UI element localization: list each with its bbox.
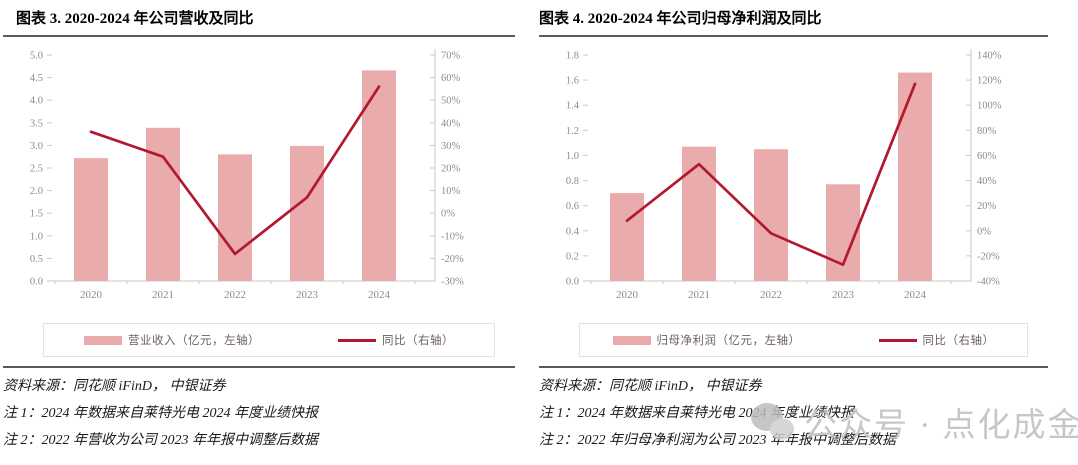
svg-text:-40%: -40% — [977, 277, 1000, 288]
bar-swatch-icon — [84, 335, 122, 345]
svg-text:20%: 20% — [977, 201, 997, 212]
svg-text:0.0: 0.0 — [566, 277, 579, 288]
note-line-1: 注 1：2024 年数据来自莱特光电 2024 年度业绩快报 — [539, 406, 854, 421]
bar-swatch-icon — [612, 335, 651, 345]
svg-text:1.0: 1.0 — [566, 151, 579, 162]
svg-text:2023: 2023 — [296, 289, 319, 301]
svg-text:30%: 30% — [441, 141, 461, 152]
net-profit-chart-legend: 归母净利润（亿元，左轴） 同比（右轴） — [579, 323, 1028, 357]
svg-text:1.2: 1.2 — [566, 126, 579, 137]
svg-text:2021: 2021 — [152, 289, 174, 301]
svg-text:1.0: 1.0 — [30, 231, 43, 242]
line-swatch-icon — [878, 338, 917, 342]
figure-bottom-rule — [539, 366, 1048, 368]
note-line-2: 注 2：2022 年归母净利润为公司 2023 年年报中调整后数据 — [539, 433, 896, 448]
svg-text:1.5: 1.5 — [30, 209, 43, 220]
svg-text:0%: 0% — [977, 226, 991, 237]
svg-text:2022: 2022 — [760, 289, 782, 301]
svg-text:0.5: 0.5 — [30, 254, 43, 265]
svg-text:120%: 120% — [977, 76, 1002, 87]
legend-label: 同比（右轴） — [382, 335, 454, 347]
svg-text:70%: 70% — [441, 51, 461, 62]
net-profit-bar-line-chart: 0.0 0.2 0.4 0.6 0.8 1.0 1.2 1.4 1.6 1.8 -40% -20% 0%… — [566, 49, 1002, 301]
source-line: 资料来源：同花顺 iFinD， 中银证券 — [3, 379, 226, 394]
svg-text:-20%: -20% — [977, 251, 1000, 262]
revenue-figure-panel: 图表 3. 2020-2024 年公司营收及同比 0.0 0.5 1.0 1.5 2.0… — [3, 8, 515, 454]
svg-text:4.5: 4.5 — [30, 73, 43, 84]
legend-item-yoy-line: 同比（右轴） — [338, 332, 454, 348]
svg-text:1.6: 1.6 — [566, 76, 579, 87]
line-swatch-icon — [338, 338, 376, 342]
svg-text:1.4: 1.4 — [566, 101, 580, 112]
svg-text:3.5: 3.5 — [30, 118, 43, 129]
svg-text:0.4: 0.4 — [566, 226, 580, 237]
figure-title-revenue: 图表 3. 2020-2024 年公司营收及同比 — [16, 11, 254, 27]
svg-text:0.8: 0.8 — [566, 176, 579, 187]
svg-text:140%: 140% — [977, 51, 1002, 62]
svg-text:0.0: 0.0 — [30, 277, 43, 288]
svg-text:0.6: 0.6 — [566, 201, 579, 212]
svg-text:40%: 40% — [977, 176, 997, 187]
svg-text:50%: 50% — [441, 96, 461, 107]
svg-text:2.5: 2.5 — [30, 164, 43, 175]
legend-label: 归母净利润（亿元，左轴） — [656, 335, 801, 347]
svg-text:5.0: 5.0 — [30, 51, 43, 62]
svg-text:2022: 2022 — [224, 289, 246, 301]
svg-text:0%: 0% — [441, 209, 455, 220]
svg-text:4.0: 4.0 — [30, 96, 43, 107]
svg-text:0.2: 0.2 — [566, 251, 579, 262]
svg-text:2024: 2024 — [368, 289, 391, 301]
legend-item-net-profit-bars: 归母净利润（亿元，左轴） — [612, 332, 801, 348]
revenue-chart-legend: 营业收入（亿元，左轴） 同比（右轴） — [43, 323, 495, 357]
svg-text:60%: 60% — [977, 151, 997, 162]
svg-text:100%: 100% — [977, 101, 1002, 112]
svg-text:40%: 40% — [441, 118, 461, 129]
svg-text:2020: 2020 — [80, 289, 103, 301]
svg-text:2023: 2023 — [832, 289, 855, 301]
note-line-1: 注 1：2024 年数据来自莱特光电 2024 年度业绩快报 — [3, 406, 318, 421]
title-rule — [539, 35, 1048, 37]
source-line: 资料来源：同花顺 iFinD， 中银证券 — [539, 379, 762, 394]
legend-label: 营业收入（亿元，左轴） — [128, 335, 260, 347]
revenue-bar-line-chart: 0.0 0.5 1.0 1.5 2.0 2.5 3.0 3.5 4.0 4.5 5.0 -30% -20… — [30, 49, 464, 301]
svg-text:-20%: -20% — [441, 254, 464, 265]
svg-text:-10%: -10% — [441, 231, 464, 242]
legend-label: 同比（右轴） — [922, 335, 995, 347]
net-profit-figure-panel: 图表 4. 2020-2024 年公司归母净利润及同比 0.0 0.2 0.4 0.6… — [539, 8, 1048, 454]
svg-text:2021: 2021 — [688, 289, 710, 301]
figure-title-net-profit: 图表 4. 2020-2024 年公司归母净利润及同比 — [539, 11, 822, 27]
svg-text:2024: 2024 — [904, 289, 927, 301]
svg-text:2020: 2020 — [616, 289, 639, 301]
svg-text:3.0: 3.0 — [30, 141, 43, 152]
svg-text:20%: 20% — [441, 164, 461, 175]
note-line-2: 注 2：2022 年营收为公司 2023 年年报中调整后数据 — [3, 433, 318, 448]
svg-text:60%: 60% — [441, 73, 461, 84]
svg-text:1.8: 1.8 — [566, 51, 579, 62]
figure-bottom-rule — [3, 366, 515, 368]
legend-item-yoy-line: 同比（右轴） — [878, 332, 995, 348]
svg-text:10%: 10% — [441, 186, 461, 197]
svg-text:-30%: -30% — [441, 277, 464, 288]
svg-text:80%: 80% — [977, 126, 997, 137]
svg-text:2.0: 2.0 — [30, 186, 43, 197]
title-rule — [3, 35, 515, 37]
legend-item-revenue-bars: 营业收入（亿元，左轴） — [84, 332, 260, 348]
